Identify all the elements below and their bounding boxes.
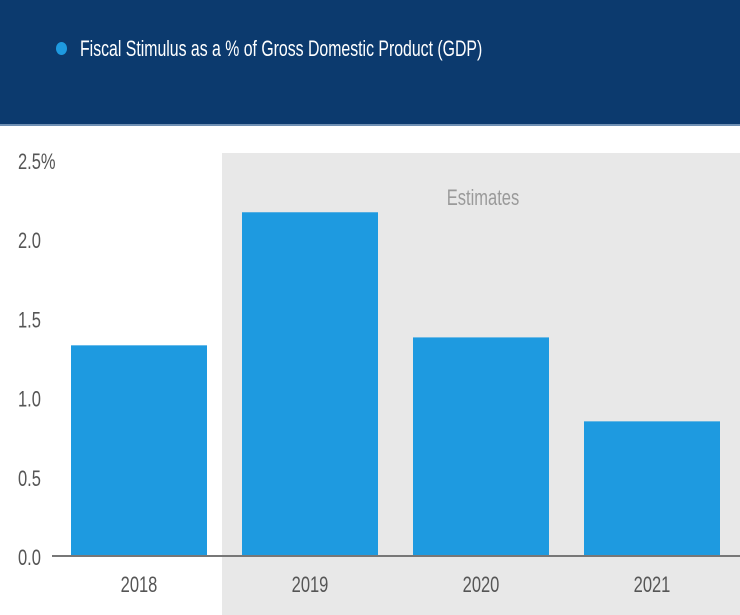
estimates-label: Estimates — [447, 186, 520, 211]
x-tick-label: 2018 — [121, 573, 158, 598]
x-tick-label: 2020 — [463, 573, 500, 598]
y-tick-label: 2.0 — [18, 229, 41, 254]
bar-2021 — [584, 421, 720, 556]
bar-2018 — [71, 345, 207, 556]
y-tick-label: 2.5% — [18, 150, 56, 175]
bar-2020 — [413, 337, 549, 556]
x-tick-label: 2021 — [634, 573, 671, 598]
legend-label: Fiscal Stimulus as a % of Gross Domestic… — [80, 36, 483, 61]
x-tick-label: 2019 — [292, 573, 329, 598]
legend-marker-icon — [56, 42, 67, 55]
y-tick-label: 1.5 — [18, 308, 41, 333]
bar-2019 — [242, 212, 378, 556]
chart-header: Fiscal Stimulus as a % of Gross Domestic… — [0, 0, 740, 126]
y-tick-label: 1.0 — [18, 387, 41, 412]
y-tick-label: 0.0 — [18, 546, 41, 571]
y-tick-label: 0.5 — [18, 467, 41, 492]
